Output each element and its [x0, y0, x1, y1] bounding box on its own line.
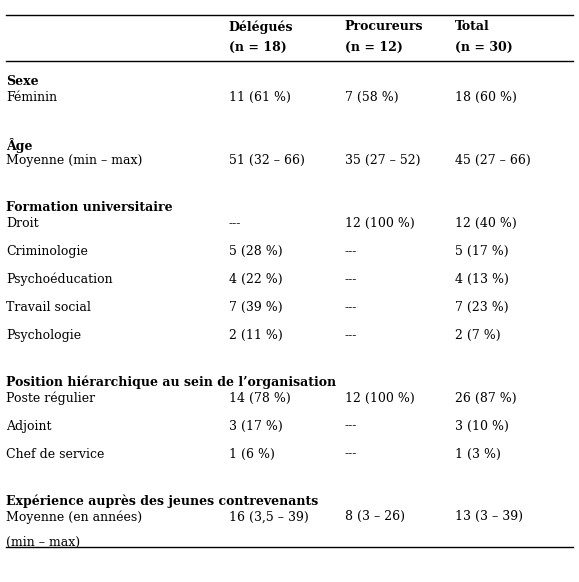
Text: 16 (3,5 – 39): 16 (3,5 – 39) [229, 510, 309, 523]
Text: Chef de service: Chef de service [6, 448, 104, 460]
Text: Criminologie: Criminologie [6, 245, 87, 258]
Text: 45 (27 – 66): 45 (27 – 66) [455, 154, 530, 167]
Text: Travail social: Travail social [6, 301, 91, 314]
Text: 12 (100 %): 12 (100 %) [345, 217, 414, 230]
Text: 2 (11 %): 2 (11 %) [229, 329, 283, 342]
Text: 35 (27 – 52): 35 (27 – 52) [345, 154, 420, 167]
Text: Âge: Âge [6, 138, 32, 153]
Text: (n = 18): (n = 18) [229, 41, 287, 54]
Text: Sexe: Sexe [6, 75, 38, 88]
Text: ---: --- [345, 448, 357, 460]
Text: 12 (100 %): 12 (100 %) [345, 392, 414, 404]
Text: Psychologie: Psychologie [6, 329, 81, 342]
Text: 1 (6 %): 1 (6 %) [229, 448, 274, 460]
Text: ---: --- [345, 245, 357, 258]
Text: 5 (28 %): 5 (28 %) [229, 245, 283, 258]
Text: ---: --- [345, 329, 357, 342]
Text: 5 (17 %): 5 (17 %) [455, 245, 508, 258]
Text: 13 (3 – 39): 13 (3 – 39) [455, 510, 522, 523]
Text: 3 (17 %): 3 (17 %) [229, 420, 283, 432]
Text: ---: --- [229, 217, 241, 230]
Text: Procureurs: Procureurs [345, 20, 423, 33]
Text: Psychoéducation: Psychoéducation [6, 273, 112, 286]
Text: Poste régulier: Poste régulier [6, 392, 95, 405]
Text: (n = 30): (n = 30) [455, 41, 512, 54]
Text: Moyenne (min – max): Moyenne (min – max) [6, 154, 142, 167]
Text: 11 (61 %): 11 (61 %) [229, 91, 291, 104]
Text: 7 (23 %): 7 (23 %) [455, 301, 508, 314]
Text: 7 (58 %): 7 (58 %) [345, 91, 398, 104]
Text: 2 (7 %): 2 (7 %) [455, 329, 500, 342]
Text: Total: Total [455, 20, 489, 33]
Text: 3 (10 %): 3 (10 %) [455, 420, 508, 432]
Text: Adjoint: Adjoint [6, 420, 52, 432]
Text: 4 (13 %): 4 (13 %) [455, 273, 508, 286]
Text: 18 (60 %): 18 (60 %) [455, 91, 516, 104]
Text: Droit: Droit [6, 217, 38, 230]
Text: Délégués: Délégués [229, 20, 293, 34]
Text: Formation universitaire: Formation universitaire [6, 201, 173, 214]
Text: Position hiérarchique au sein de l’organisation: Position hiérarchique au sein de l’organ… [6, 375, 336, 389]
Text: 26 (87 %): 26 (87 %) [455, 392, 516, 404]
Text: 1 (3 %): 1 (3 %) [455, 448, 500, 460]
Text: 4 (22 %): 4 (22 %) [229, 273, 283, 286]
Text: 51 (32 – 66): 51 (32 – 66) [229, 154, 305, 167]
Text: Féminin: Féminin [6, 91, 57, 104]
Text: 7 (39 %): 7 (39 %) [229, 301, 283, 314]
Text: ---: --- [345, 301, 357, 314]
Text: (min – max): (min – max) [6, 535, 80, 549]
Text: 8 (3 – 26): 8 (3 – 26) [345, 510, 405, 523]
Text: ---: --- [345, 420, 357, 432]
Text: Moyenne (en années): Moyenne (en années) [6, 510, 142, 524]
Text: ---: --- [345, 273, 357, 286]
Text: Expérience auprès des jeunes contrevenants: Expérience auprès des jeunes contrevenan… [6, 494, 318, 508]
Text: 12 (40 %): 12 (40 %) [455, 217, 516, 230]
Text: 14 (78 %): 14 (78 %) [229, 392, 291, 404]
Text: (n = 12): (n = 12) [345, 41, 402, 54]
